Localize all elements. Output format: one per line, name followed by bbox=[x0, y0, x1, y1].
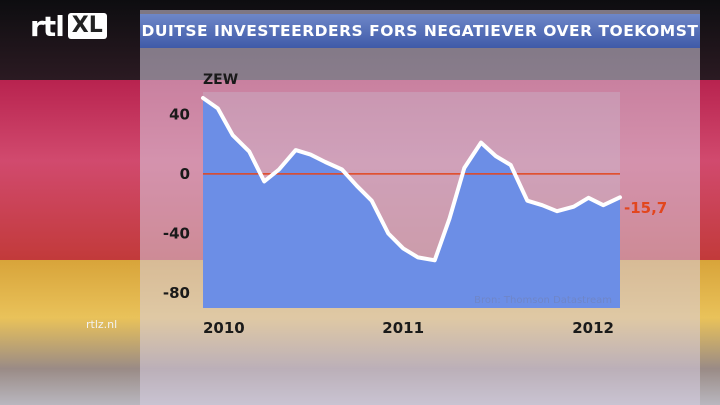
last-value-label: -15,7 bbox=[624, 199, 667, 217]
y-tick-label: 40 bbox=[169, 105, 190, 123]
series-area bbox=[203, 98, 620, 308]
x-tick-label: 2011 bbox=[382, 319, 424, 337]
series-line bbox=[201, 96, 622, 263]
y-axis-label: ZEW bbox=[203, 72, 238, 88]
x-tick-label: 2010 bbox=[203, 319, 245, 337]
source-label: Bron: Thomson Datastream bbox=[474, 295, 612, 306]
y-tick-label: -40 bbox=[163, 225, 190, 243]
logo-rtl-text: rtl bbox=[30, 9, 65, 43]
logo-xl-badge: XL bbox=[67, 13, 107, 39]
y-tick-label: 0 bbox=[180, 165, 190, 183]
series-line-group bbox=[201, 96, 622, 263]
title-bar: DUITSE INVESTEERDERS FORS NEGATIEVER OVE… bbox=[140, 14, 700, 48]
x-tick-label: 2012 bbox=[572, 319, 614, 337]
y-tick-label: -80 bbox=[163, 284, 190, 302]
y-axis-ticks: 40 0 -40 -80 bbox=[163, 105, 190, 302]
series-area-group bbox=[203, 98, 620, 308]
x-axis-ticks: 2010 2011 2012 bbox=[203, 319, 614, 337]
channel-logo: rtl XL bbox=[30, 9, 107, 43]
footer-site-url: rtlz.nl bbox=[86, 318, 118, 331]
chart-title: DUITSE INVESTEERDERS FORS NEGATIEVER OVE… bbox=[141, 22, 699, 40]
